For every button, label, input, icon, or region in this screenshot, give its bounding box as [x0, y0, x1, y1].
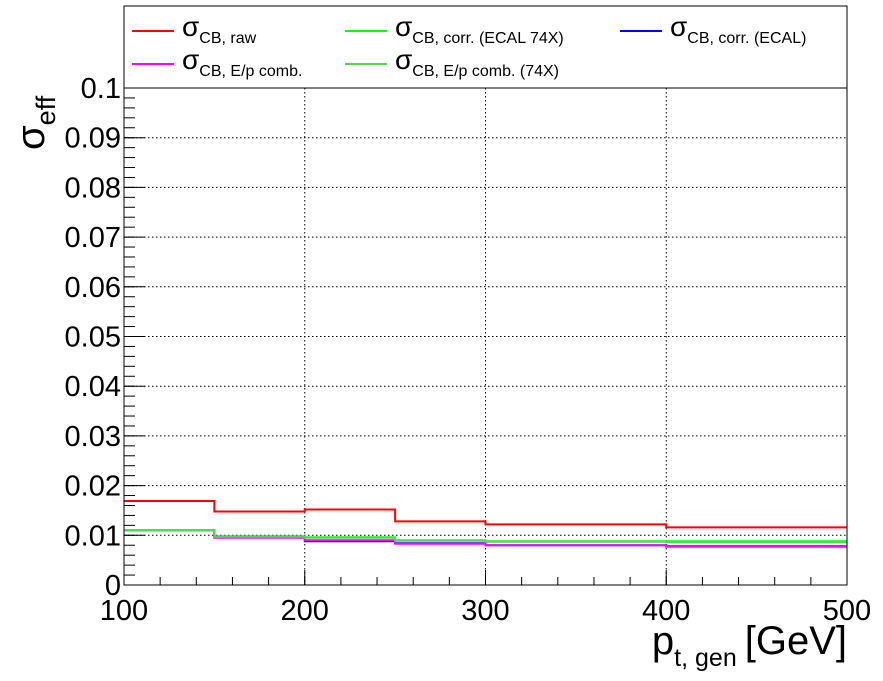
y-tick-label: 0.04	[65, 371, 121, 403]
legend-label-4: σCB, E/p comb.	[182, 44, 302, 80]
legend-box	[123, 5, 848, 89]
legend-label-main: σ	[395, 44, 412, 75]
y-tick-label: 0.02	[65, 471, 121, 503]
x-tick-label: 400	[642, 595, 690, 627]
y-tick-label: 0.06	[65, 272, 121, 304]
x-axis-title: pt, gen [GeV]	[652, 619, 847, 672]
y-tick-label: 0.08	[65, 172, 121, 204]
legend-label-3: σCB, corr. (ECAL)	[670, 11, 806, 47]
series-layer	[124, 500, 847, 548]
legend-label-sub: CB, corr. (ECAL 74X)	[412, 30, 563, 47]
y-tick-label: 0.09	[65, 123, 121, 155]
x-axis-title-unit: [GeV]	[745, 619, 847, 663]
x-axis-title-main: p	[652, 619, 674, 663]
y-tick-label: 0.1	[81, 73, 121, 105]
x-tick-label: 100	[100, 595, 148, 627]
x-tick-labels: 100 200 300 400 500	[100, 595, 871, 627]
legend-label-sub: CB, E/p comb.	[199, 63, 302, 80]
x-tick-label: 500	[823, 595, 871, 627]
y-axis-title-sub: eff	[31, 95, 61, 125]
legend-label-main: σ	[182, 11, 199, 42]
grid-lines	[124, 88, 847, 585]
series-line-5	[124, 529, 847, 544]
y-tick-labels: 0 0.01 0.02 0.03 0.04 0.05 0.06 0.07 0.08 0.09 0.1	[65, 73, 121, 602]
legend-label-main: σ	[395, 11, 412, 42]
x-tick-label: 300	[461, 595, 509, 627]
y-axis-title: σeff	[9, 95, 61, 150]
legend-label-main: σ	[182, 44, 199, 75]
legend: σCB, raw σCB, corr. (ECAL 74X) σCB, corr. …	[132, 11, 806, 80]
legend-label-sub: CB, E/p comb. (74X)	[412, 63, 559, 80]
x-tick-label: 200	[281, 595, 329, 627]
y-tick-label: 0.03	[65, 421, 121, 453]
x-axis-title-sub: t, gen	[674, 644, 737, 672]
legend-label-sub: CB, corr. (ECAL)	[687, 30, 806, 47]
legend-label-main: σ	[670, 11, 687, 42]
legend-label-1: σCB, raw	[182, 11, 257, 47]
y-axis-title-main: σ	[9, 125, 53, 150]
y-tick-label: 0	[105, 570, 121, 602]
y-tick-label: 0.07	[65, 222, 121, 254]
y-tick-label: 0.05	[65, 322, 121, 354]
series-line-1	[124, 500, 847, 529]
legend-label-5: σCB, E/p comb. (74X)	[395, 44, 559, 80]
y-tick-label: 0.01	[65, 520, 121, 552]
legend-label-2: σCB, corr. (ECAL 74X)	[395, 11, 564, 47]
legend-label-sub: CB, raw	[199, 30, 256, 47]
